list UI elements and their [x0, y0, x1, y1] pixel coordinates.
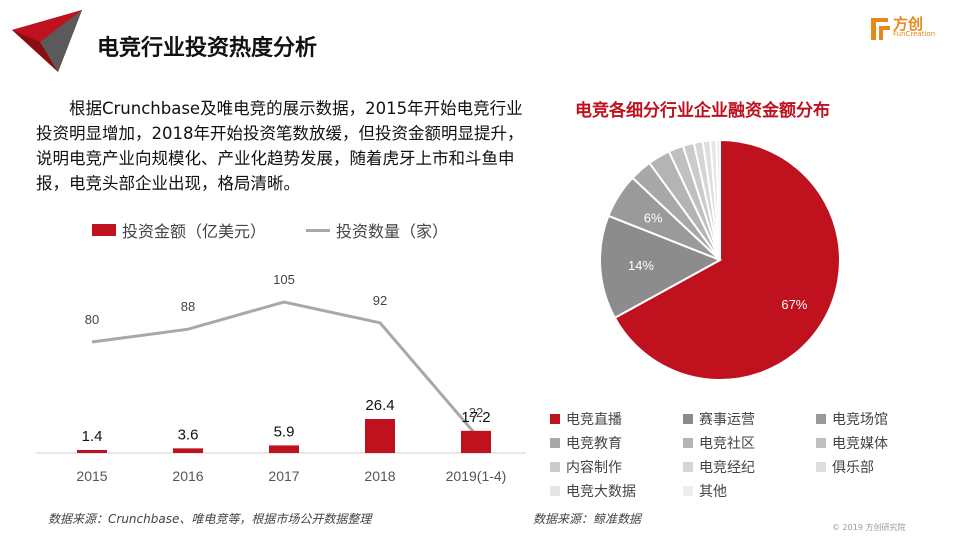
pie-legend-label: 电竞经纪 — [699, 460, 755, 476]
pie-legend-swatch — [550, 438, 560, 448]
bar-legend-label: 投资金额（亿美元） — [122, 222, 267, 241]
count-line-label: 88 — [181, 299, 195, 314]
pie-legend-swatch — [683, 462, 693, 472]
corner-triangle-logo — [12, 10, 82, 72]
pie-legend-label: 电竞场馆 — [832, 412, 888, 428]
count-line-label: 80 — [85, 312, 99, 327]
pie-slice-label: 67% — [781, 297, 807, 312]
pie-legend-item: 电竞教育 — [550, 432, 683, 454]
x-tick-label: 2016 — [172, 468, 203, 484]
pie-legend-item: 赛事运营 — [683, 408, 816, 430]
pie-legend-swatch — [550, 462, 560, 472]
amount-bar-2018 — [365, 419, 395, 453]
count-line-label: 92 — [373, 293, 387, 308]
pie-legend-swatch — [683, 414, 693, 424]
amount-bar-2016 — [173, 448, 203, 453]
pie-legend-swatch — [683, 486, 693, 496]
pie-legend-item: 电竞社区 — [683, 432, 816, 454]
pie-slice-label: 14% — [628, 258, 654, 273]
bar-legend-swatch — [92, 224, 116, 236]
amount-bar-label: 17.2 — [461, 409, 490, 426]
segment-funding-pie-chart: 67% 14% 6% — [599, 138, 841, 381]
pie-legend-item: 其他 — [683, 480, 816, 502]
line-legend-label: 投资数量（家） — [336, 222, 449, 241]
line-legend-swatch — [306, 228, 331, 232]
page-title: 电竞行业投资热度分析 — [97, 36, 318, 61]
investment-count-line — [91, 300, 478, 436]
brand-subtitle: FunCreation — [893, 30, 936, 38]
x-tick-label: 2018 — [364, 468, 395, 484]
pie-legend-label: 电竞社区 — [699, 436, 755, 452]
pie-slice-label: 6% — [644, 211, 663, 226]
pie-legend-item: 电竞场馆 — [816, 408, 949, 430]
pie-legend-swatch — [816, 438, 826, 448]
pie-legend-item: 电竞大数据 — [550, 480, 683, 502]
pie-slice-赛事运营 — [599, 214, 723, 320]
brand-logo-icon — [871, 18, 890, 40]
pie-chart-legend: 电竞直播 赛事运营 电竞场馆电竞教育 电竞社区 电竞媒体内容制作 电竞经纪 俱乐部电竞大数据… — [550, 408, 950, 502]
x-tick-label: 2017 — [268, 468, 299, 484]
pie-legend-swatch — [550, 414, 560, 424]
left-chart-legend: 投资金额（亿美元） 投资数量（家） — [92, 218, 448, 242]
pie-legend-label: 内容制作 — [566, 460, 622, 476]
amount-bar-2015 — [77, 450, 107, 453]
pie-legend-swatch — [550, 486, 560, 496]
x-tick-label: 2019(1-4) — [446, 468, 507, 484]
pie-slice-电竞直播 — [613, 138, 841, 381]
pie-legend-item: 俱乐部 — [816, 456, 949, 478]
pie-legend-swatch — [816, 414, 826, 424]
pie-legend-label: 俱乐部 — [832, 460, 874, 476]
pie-slice-其他 — [715, 138, 721, 261]
investment-combo-chart: 1.4 80 2015 3.6 88 2016 5.9 105 2017 26.4 92 2018 17… — [36, 272, 526, 484]
amount-bar-label: 5.9 — [274, 423, 295, 440]
pie-legend-label: 电竞大数据 — [566, 484, 636, 500]
pie-legend-item: 电竞媒体 — [816, 432, 949, 454]
count-line-label: 22 — [469, 405, 483, 420]
amount-bar-2019(1-4) — [461, 430, 491, 453]
count-line-label: 105 — [273, 272, 295, 287]
amount-bar-label: 3.6 — [178, 426, 199, 443]
pie-chart-title: 电竞各细分行业企业融资金额分布 — [575, 101, 830, 121]
pie-legend-swatch — [816, 462, 826, 472]
pie-legend-label: 电竞教育 — [566, 436, 622, 452]
x-tick-label: 2015 — [76, 468, 107, 484]
source-note-right: 数据来源：鲸准数据 — [533, 512, 642, 526]
amount-bar-label: 26.4 — [365, 397, 394, 414]
amount-bar-label: 1.4 — [82, 428, 103, 445]
pie-legend-label: 其他 — [699, 484, 727, 500]
intro-paragraph: 根据Crunchbase及唯电竞的展示数据，2015年开始电竞行业投资明显增加，… — [36, 99, 524, 193]
copyright-note: © 2019 方创研究院 — [832, 523, 906, 532]
pie-legend-item: 内容制作 — [550, 456, 683, 478]
pie-legend-swatch — [683, 438, 693, 448]
pie-legend-label: 电竞直播 — [566, 412, 622, 428]
pie-legend-item: 电竞经纪 — [683, 456, 816, 478]
brand-name: 方创 — [893, 15, 924, 33]
pie-legend-label: 电竞媒体 — [832, 436, 888, 452]
pie-legend-label: 赛事运营 — [699, 412, 755, 428]
pie-legend-item: 电竞直播 — [550, 408, 683, 430]
source-note-left: 数据来源：Crunchbase、唯电竞等，根据市场公开数据整理 — [48, 512, 372, 526]
amount-bar-2017 — [269, 445, 299, 453]
